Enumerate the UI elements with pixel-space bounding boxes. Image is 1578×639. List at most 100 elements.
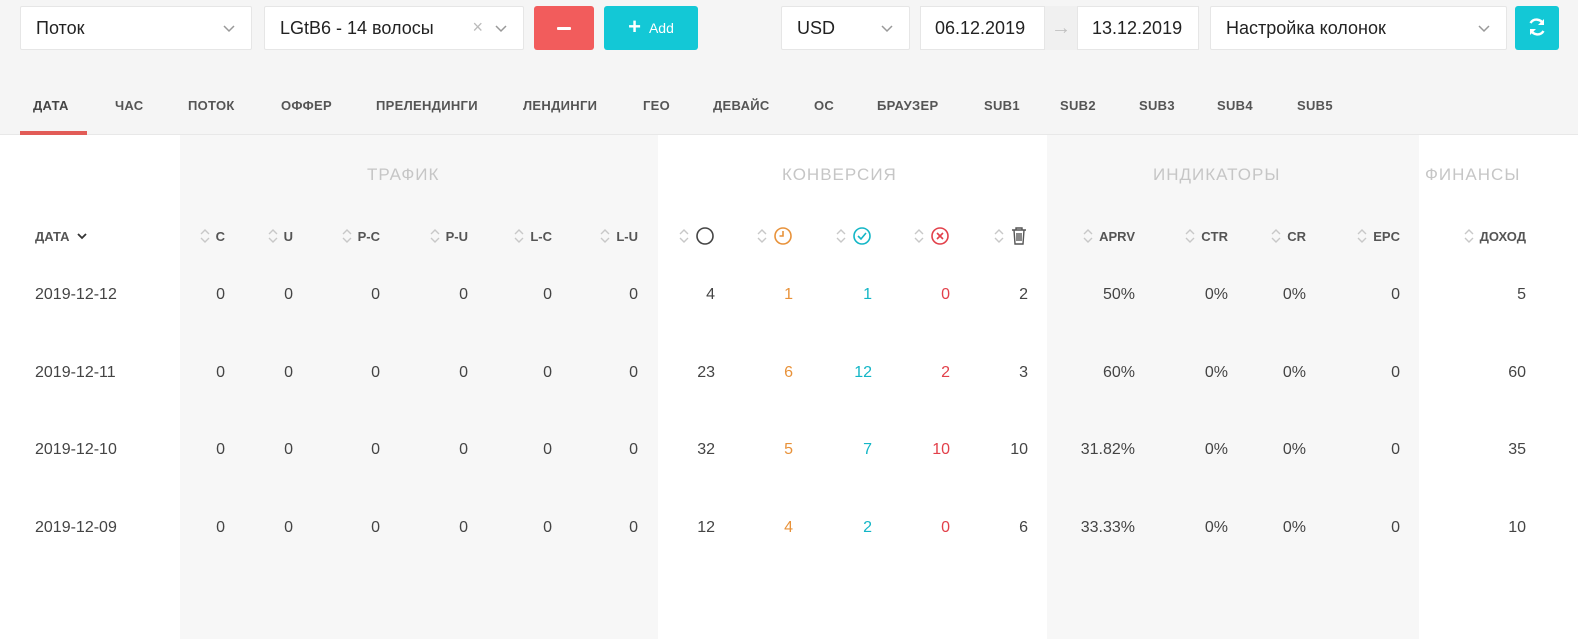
remove-button[interactable] bbox=[534, 6, 594, 50]
columns-settings-select[interactable]: Настройка колонок bbox=[1210, 6, 1507, 50]
cell-lu: 0 bbox=[629, 364, 638, 381]
tab-sub2[interactable]: SUB2 bbox=[1060, 98, 1096, 113]
trash-icon bbox=[1010, 226, 1028, 246]
column-header-label: L-U bbox=[616, 228, 638, 244]
cell-lu: 0 bbox=[629, 441, 638, 458]
cell-u: 0 bbox=[284, 441, 293, 458]
column-header-pu[interactable]: P-U bbox=[380, 226, 468, 246]
chevron-down-icon bbox=[1476, 20, 1492, 36]
tab-device[interactable]: ДЕВАЙС bbox=[713, 98, 770, 113]
group-title-conversion: КОНВЕРСИЯ bbox=[782, 165, 897, 184]
cell-aprv: 31.82% bbox=[1080, 441, 1135, 458]
tab-hour[interactable]: ЧАС bbox=[115, 98, 144, 113]
sort-icon bbox=[836, 228, 846, 244]
sort-icon bbox=[757, 228, 767, 244]
tab-sub5[interactable]: SUB5 bbox=[1297, 98, 1333, 113]
cell-ctr: 0% bbox=[1204, 441, 1228, 458]
cell-trash: 6 bbox=[1019, 519, 1028, 536]
cell-income: 10 bbox=[1508, 519, 1526, 536]
minus-icon bbox=[557, 26, 571, 30]
cell-rejected: 2 bbox=[941, 364, 950, 381]
chevron-down-icon bbox=[221, 20, 237, 36]
column-header-lu[interactable]: L-U bbox=[555, 226, 638, 246]
tab-geo[interactable]: ГЕО bbox=[643, 98, 671, 113]
column-header-pc[interactable]: P-C bbox=[300, 226, 380, 246]
cell-c: 0 bbox=[216, 286, 225, 303]
column-header-aprv[interactable]: APRV bbox=[1050, 226, 1135, 246]
sort-icon bbox=[200, 228, 210, 244]
column-header-label: ДАТА bbox=[35, 228, 70, 244]
date-from-input[interactable]: 06.12.2019 bbox=[920, 6, 1045, 50]
cell-aprv: 60% bbox=[1102, 364, 1135, 381]
tab-browser[interactable]: БРАУЗЕР bbox=[877, 98, 939, 113]
column-header-epc[interactable]: EPC bbox=[1320, 226, 1400, 246]
tab-date[interactable]: ДАТА bbox=[33, 98, 69, 113]
tab-sub1[interactable]: SUB1 bbox=[984, 98, 1020, 113]
column-header-trash[interactable] bbox=[970, 226, 1028, 246]
sort-icon bbox=[679, 228, 689, 244]
cell-c: 0 bbox=[216, 519, 225, 536]
tab-sub3[interactable]: SUB3 bbox=[1139, 98, 1175, 113]
refresh-button[interactable] bbox=[1515, 6, 1559, 50]
cell-pu: 0 bbox=[459, 441, 468, 458]
column-header-rejected[interactable] bbox=[890, 226, 950, 246]
cell-pc: 0 bbox=[371, 364, 380, 381]
sort-icon bbox=[600, 228, 610, 244]
group-title-indicators: ИНДИКАТОРЫ bbox=[1153, 165, 1281, 184]
group-title-traffic: ТРАФИК bbox=[367, 165, 440, 184]
column-header-label: C bbox=[215, 228, 225, 244]
tab-offer[interactable]: ОФФЕР bbox=[281, 98, 332, 113]
cell-u: 0 bbox=[284, 519, 293, 536]
cell-pu: 0 bbox=[459, 519, 468, 536]
cell-pc: 0 bbox=[371, 519, 380, 536]
cell-rejected: 10 bbox=[932, 441, 950, 458]
cell-u: 0 bbox=[284, 364, 293, 381]
cell-trash: 3 bbox=[1019, 364, 1028, 381]
currency-value: USD bbox=[797, 17, 836, 38]
column-header-label: CR bbox=[1287, 228, 1306, 244]
flow-select[interactable]: Поток bbox=[20, 6, 252, 50]
cell-epc: 0 bbox=[1391, 286, 1400, 303]
column-header-income[interactable]: ДОХОД bbox=[1420, 226, 1526, 246]
check-circle-icon bbox=[852, 226, 872, 246]
date-to-value: 13.12.2019 bbox=[1092, 17, 1183, 38]
column-header-lc[interactable]: L-C bbox=[470, 226, 552, 246]
cell-u: 0 bbox=[284, 286, 293, 303]
flow-select-value: Поток bbox=[36, 17, 85, 38]
cell-lc: 0 bbox=[543, 286, 552, 303]
cell-pc: 0 bbox=[371, 286, 380, 303]
cell-hold: 1 bbox=[784, 286, 793, 303]
cell-date: 2019-12-10 bbox=[35, 441, 117, 458]
column-header-c[interactable]: C bbox=[180, 226, 225, 246]
arrow-right-icon: → bbox=[1045, 6, 1077, 50]
tab-landings[interactable]: ЛЕНДИНГИ bbox=[523, 98, 598, 113]
cell-approved: 7 bbox=[863, 441, 872, 458]
clear-icon[interactable]: × bbox=[472, 17, 483, 37]
cell-ctr: 0% bbox=[1204, 286, 1228, 303]
tab-os[interactable]: ОС bbox=[814, 98, 835, 113]
column-header-cr[interactable]: CR bbox=[1240, 226, 1306, 246]
column-header-date[interactable]: ДАТА bbox=[35, 226, 175, 246]
cell-lc: 0 bbox=[543, 441, 552, 458]
column-header-total[interactable] bbox=[660, 226, 715, 246]
tab-flow[interactable]: ПОТОК bbox=[188, 98, 235, 113]
date-to-input[interactable]: 13.12.2019 bbox=[1077, 6, 1199, 50]
offer-select-value: LGtB6 - 14 волосы bbox=[280, 17, 434, 38]
columns-settings-value: Настройка колонок bbox=[1226, 17, 1386, 38]
add-button[interactable]: + Add bbox=[604, 6, 698, 50]
date-from-value: 06.12.2019 bbox=[935, 17, 1026, 38]
column-header-hold[interactable] bbox=[735, 226, 793, 246]
cell-approved: 1 bbox=[863, 286, 872, 303]
sort-icon bbox=[914, 228, 924, 244]
sort-icon bbox=[514, 228, 524, 244]
tab-prelandings[interactable]: ПРЕЛЕНДИНГИ bbox=[376, 98, 478, 113]
column-header-u[interactable]: U bbox=[240, 226, 293, 246]
plus-icon: + bbox=[628, 14, 641, 39]
cell-rejected: 0 bbox=[941, 519, 950, 536]
column-header-ctr[interactable]: CTR bbox=[1150, 226, 1228, 246]
cell-ctr: 0% bbox=[1204, 519, 1228, 536]
offer-select[interactable]: LGtB6 - 14 волосы × bbox=[264, 6, 524, 50]
tab-sub4[interactable]: SUB4 bbox=[1217, 98, 1253, 113]
currency-select[interactable]: USD bbox=[781, 6, 910, 50]
column-header-approved[interactable] bbox=[810, 226, 872, 246]
